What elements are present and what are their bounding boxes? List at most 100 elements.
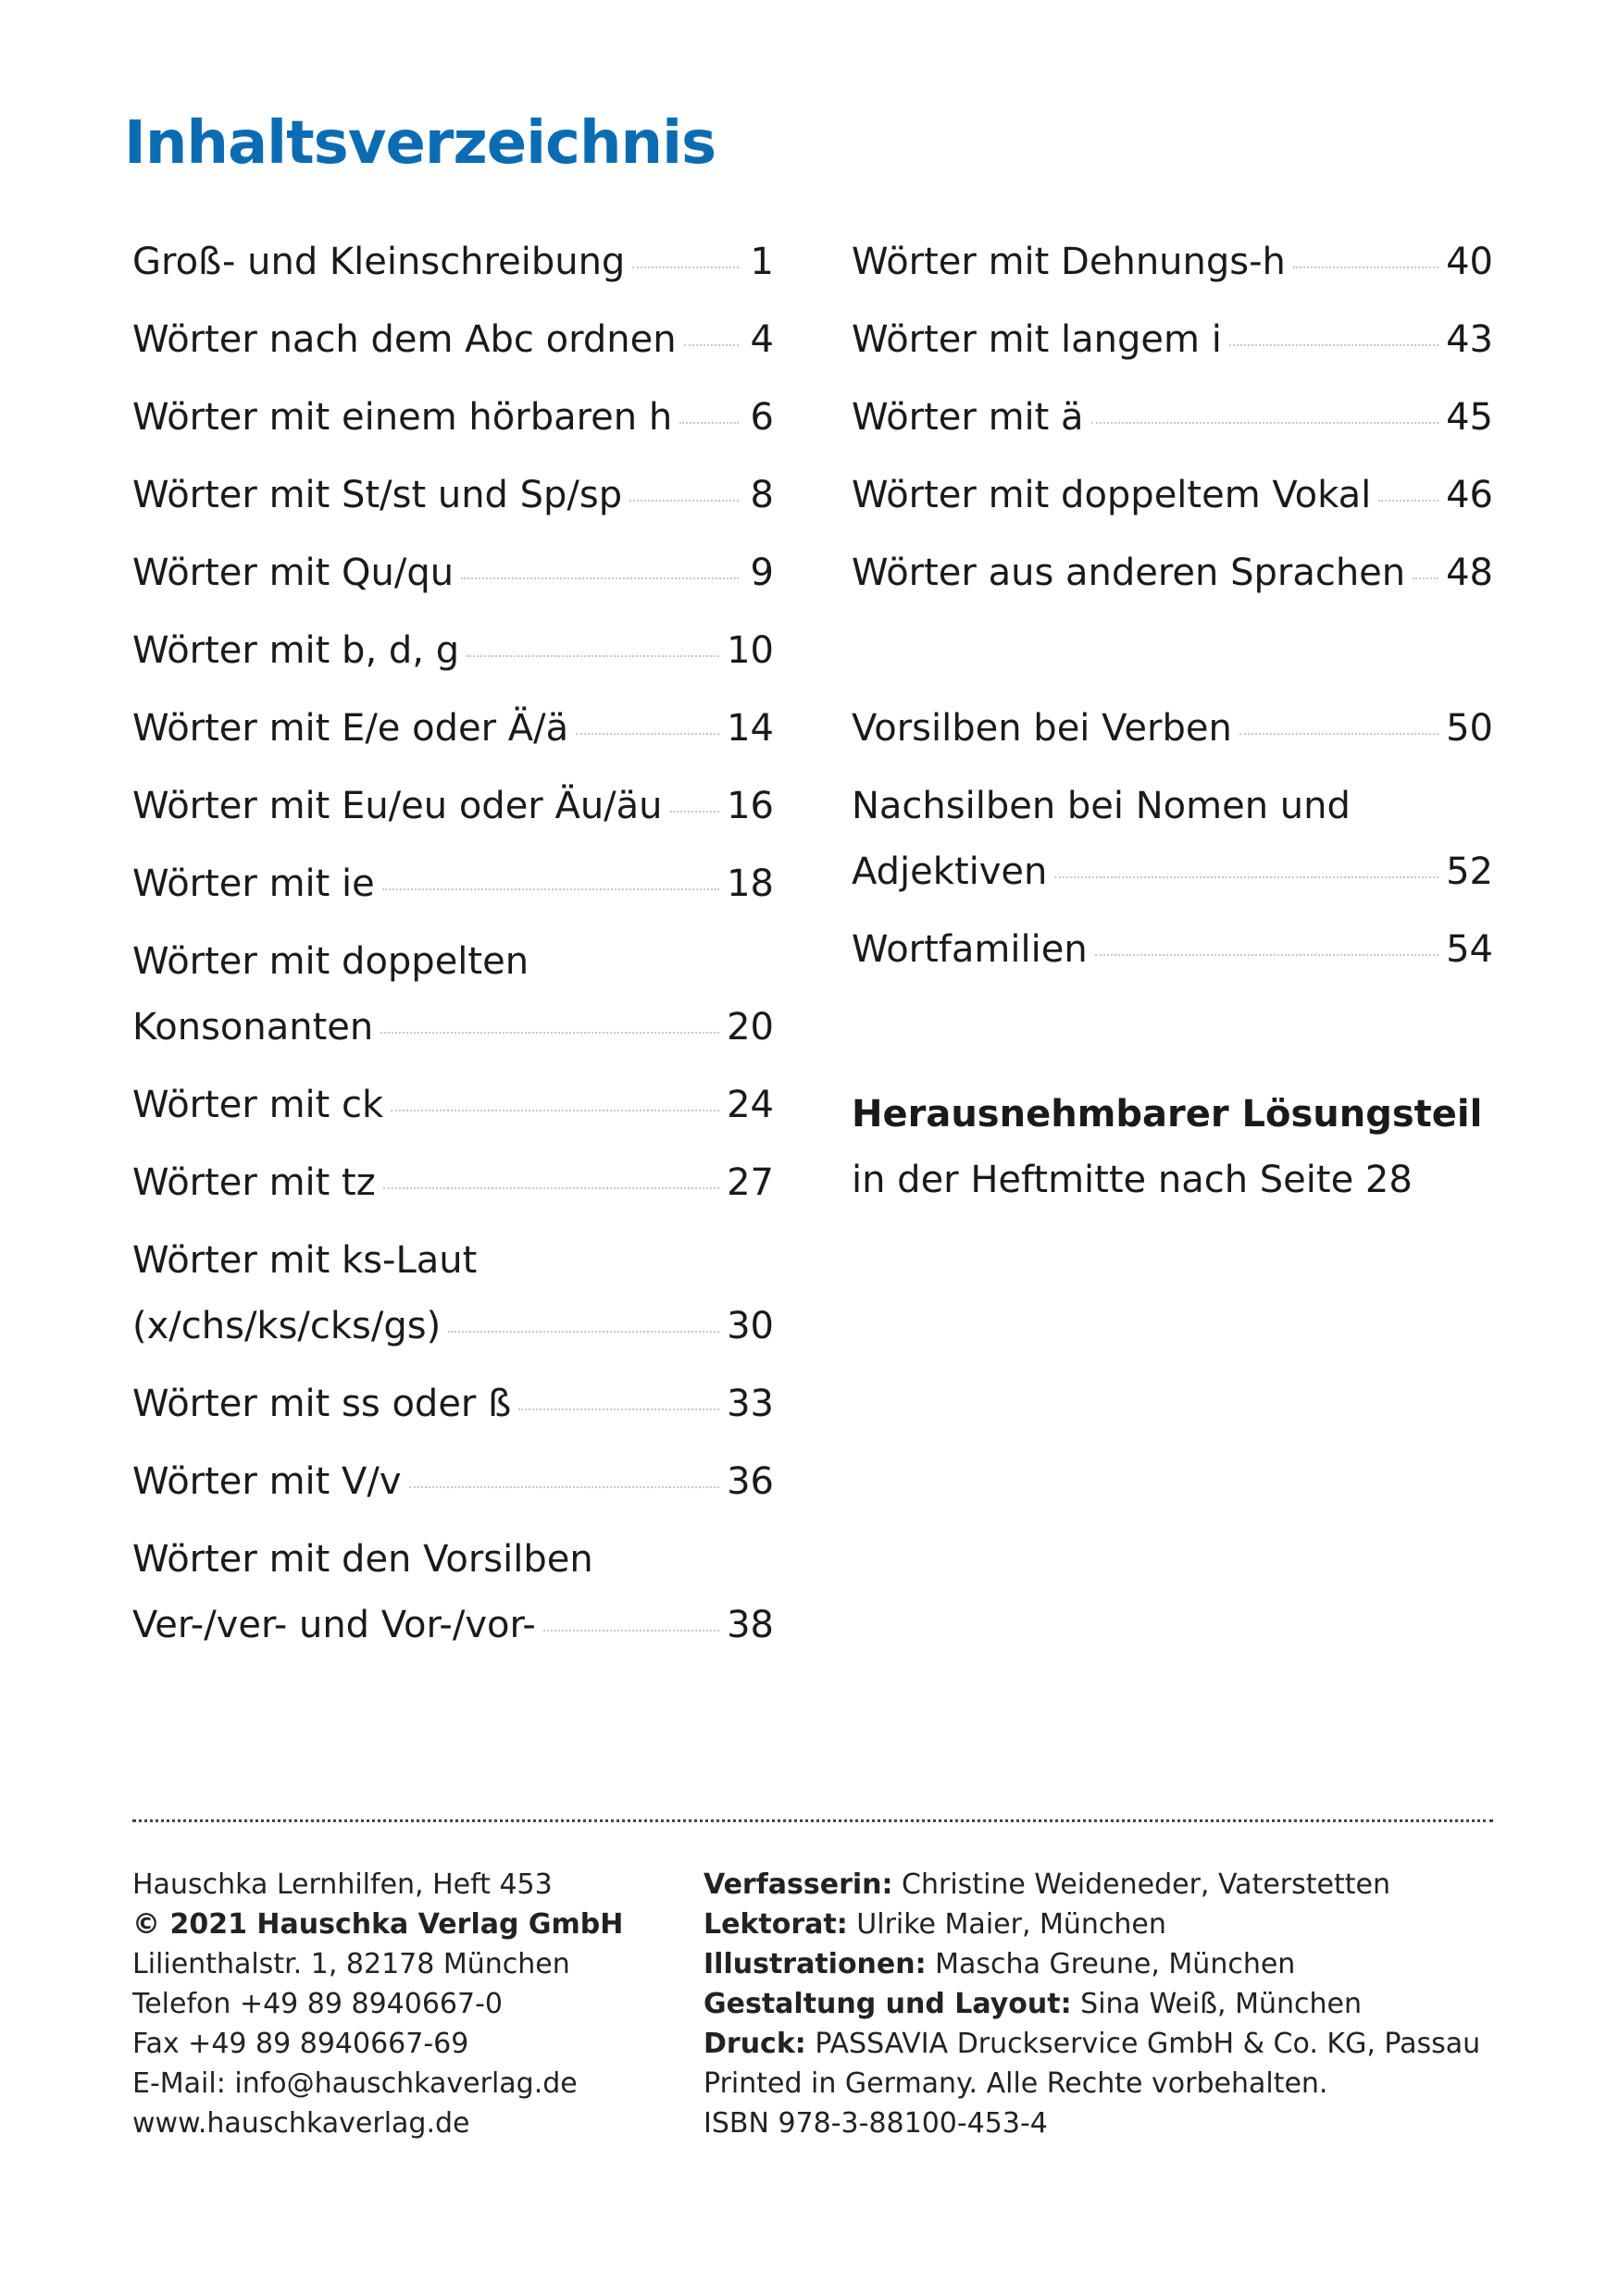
footer-line: Hauschka Lernhilfen, Heft 453 (132, 1868, 553, 1901)
toc-entry-page: 27 (727, 1161, 774, 1204)
toc-entry[interactable]: Wörter mit Dehnungs-h 40 (852, 230, 1493, 295)
toc-entry[interactable]: Wörter mit ks-Laut (x/chs/ks/cks/gs) 30 (132, 1228, 774, 1359)
toc-entry-row: Wörter mit b, d, g 10 (132, 618, 774, 684)
toc-entry-row: Wörter mit Dehnungs-h 40 (852, 230, 1493, 295)
toc-entry-title: Vorsilben bei Verben (852, 707, 1232, 750)
toc-entry-row: Wörter aus anderen Sprachen 48 (852, 540, 1493, 606)
toc-entry-row: Groß- und Kleinschreibung 1 (132, 230, 774, 295)
toc-entry-page: 24 (727, 1084, 774, 1126)
toc-entry[interactable]: Wörter mit E/e oder Ä/ä 14 (132, 696, 774, 762)
toc-entry-page: 14 (727, 707, 774, 750)
toc-entry[interactable]: Wortfamilien 54 (852, 917, 1493, 983)
footer-line: Druck: PASSAVIA Druckservice GmbH & Co. … (704, 2024, 1480, 2064)
dot-leader (679, 422, 739, 424)
toc-entry-title: Wörter mit ss oder ß (132, 1383, 512, 1425)
toc-entry-page: 1 (750, 241, 774, 283)
solutions-note-heading: Herausnehmbarer Lösungsteil (852, 1093, 1483, 1136)
toc-entry-title: Wörter mit ie (132, 863, 375, 905)
toc-entry-title: Konsonanten (132, 1006, 374, 1049)
toc-entry-title: Adjektiven (852, 850, 1048, 893)
toc-entry-page: 30 (727, 1305, 774, 1347)
credit-value: Sina Weiß, München (1071, 1988, 1363, 2020)
toc-entry-row: (x/chs/ks/cks/gs) 30 (132, 1294, 774, 1359)
dot-leader (629, 500, 739, 502)
toc-entry-page: 10 (727, 629, 774, 672)
toc-entry[interactable]: Wörter mit den Vorsilben Ver-/ver- und Vo… (132, 1527, 774, 1658)
footer-line: Printed in Germany. Alle Rechte vorbehal… (704, 2064, 1480, 2104)
toc-entry-title: Wörter mit Qu/qu (132, 552, 455, 594)
dot-leader (1378, 500, 1439, 502)
toc-entry[interactable]: Wörter mit ss oder ß 33 (132, 1371, 774, 1437)
toc-entry-page: 52 (1446, 850, 1493, 893)
dot-leader (576, 733, 720, 735)
toc-entry-page: 46 (1446, 474, 1493, 516)
toc-entry[interactable]: Wörter mit b, d, g 10 (132, 618, 774, 684)
toc-entry[interactable]: Wörter mit einem hörbaren h 6 (132, 385, 774, 451)
solutions-note: Herausnehmbarer Lösungsteil in der Heftm… (852, 1082, 1493, 1213)
toc-entry[interactable]: Wörter mit ä 45 (852, 385, 1493, 451)
toc-entry-row: Wörter mit Qu/qu 9 (132, 540, 774, 606)
toc-entry[interactable]: Wörter mit V/v 36 (132, 1449, 774, 1515)
toc-entry-row: Wörter mit Eu/eu oder Äu/äu 16 (132, 774, 774, 839)
dot-leader (380, 1032, 720, 1034)
toc-entry-page: 50 (1446, 707, 1493, 750)
toc-entry-title: Wörter mit St/st und Sp/sp (132, 474, 623, 516)
toc-entry-row: Wörter mit langem i 43 (852, 307, 1493, 373)
dot-leader (448, 1331, 720, 1333)
toc-entry-row: Konsonanten 20 (132, 995, 774, 1061)
toc-entry[interactable]: Wörter mit doppelten Konsonanten 20 (132, 929, 774, 1061)
toc-entry-title: Wörter mit ck (132, 1084, 384, 1126)
toc-entry-row: Wörter mit V/v 36 (132, 1449, 774, 1515)
toc-entry-title: Wörter mit V/v (132, 1460, 402, 1503)
toc-entry-title: Wortfamilien (852, 928, 1088, 971)
toc-entry-title: Groß- und Kleinschreibung (132, 241, 626, 283)
toc-entry-title: Wörter mit Dehnungs-h (852, 241, 1286, 283)
toc-entry-page: 16 (727, 785, 774, 827)
toc-entry-title: Wörter mit ä (852, 396, 1084, 439)
footer-line: ISBN 978-3-88100-453-4 (704, 2104, 1480, 2143)
toc-entry-row: Wörter mit doppeltem Vokal 46 (852, 463, 1493, 528)
toc-entry[interactable]: Vorsilben bei Verben 50 (852, 696, 1493, 762)
toc-entry-page: 8 (750, 474, 774, 516)
dot-leader (461, 577, 739, 579)
dot-leader (669, 811, 720, 813)
toc-entry[interactable]: Wörter mit langem i 43 (852, 307, 1493, 373)
dot-leader (1413, 577, 1439, 579)
toc-entry[interactable]: Wörter mit St/st und Sp/sp 8 (132, 463, 774, 528)
toc-entry-page: 20 (727, 1006, 774, 1049)
toc-entry-title: Ver-/ver- und Vor-/vor- (132, 1604, 536, 1646)
toc-entry-page: 9 (750, 552, 774, 594)
dot-leader (467, 655, 720, 657)
credit-value: Ulrike Maier, München (847, 1908, 1166, 1941)
dot-leader (382, 1187, 720, 1189)
toc-left-column: Groß- und Kleinschreibung 1 Wörter nach de… (132, 230, 774, 1670)
toc-entry[interactable]: Nachsilben bei Nomen und Adjektiven 52 (852, 774, 1493, 905)
toc-group-1: Wörter mit Dehnungs-h 40 Wörter mit langem… (852, 230, 1493, 606)
dot-leader (381, 888, 720, 890)
footer-line: Gestaltung und Layout: Sina Weiß, Münche… (704, 1984, 1480, 2024)
toc-entry-page: 4 (750, 318, 774, 361)
toc-entry-page: 38 (727, 1604, 774, 1646)
footer-line: Telefon +49 89 8940667-0 (132, 1988, 504, 2020)
toc-entry-row: Wörter mit tz 27 (132, 1150, 774, 1216)
toc-entry-page: 33 (727, 1383, 774, 1425)
toc-entry[interactable]: Wörter aus anderen Sprachen 48 (852, 540, 1493, 606)
toc-entry[interactable]: Wörter mit ck 24 (132, 1073, 774, 1138)
dot-leader (518, 1409, 720, 1410)
toc-entry-row: Ver-/ver- und Vor-/vor- 38 (132, 1593, 774, 1658)
dot-leader (408, 1486, 720, 1488)
toc-entry[interactable]: Wörter mit tz 27 (132, 1150, 774, 1216)
toc-entry[interactable]: Wörter mit Eu/eu oder Äu/äu 16 (132, 774, 774, 839)
toc-entry-title: Wörter mit E/e oder Ä/ä (132, 707, 569, 750)
dot-leader (391, 1110, 720, 1111)
toc-entry[interactable]: Wörter mit ie 18 (132, 851, 774, 917)
toc-entry[interactable]: Wörter mit doppeltem Vokal 46 (852, 463, 1493, 528)
toc-entry[interactable]: Wörter nach dem Abc ordnen 4 (132, 307, 774, 373)
toc-entry[interactable]: Groß- und Kleinschreibung 1 (132, 230, 774, 295)
toc-entry[interactable]: Wörter mit Qu/qu 9 (132, 540, 774, 606)
footer-line: E-Mail: info@hauschkaverlag.de (132, 2067, 578, 2100)
toc-entry-title: Nachsilben bei Nomen und (852, 785, 1351, 827)
toc-entry-page: 18 (727, 863, 774, 905)
toc-entry-title: Wörter mit doppelten (132, 940, 529, 983)
credit-value: PASSAVIA Druckservice GmbH & Co. KG, Pas… (805, 2028, 1481, 2060)
